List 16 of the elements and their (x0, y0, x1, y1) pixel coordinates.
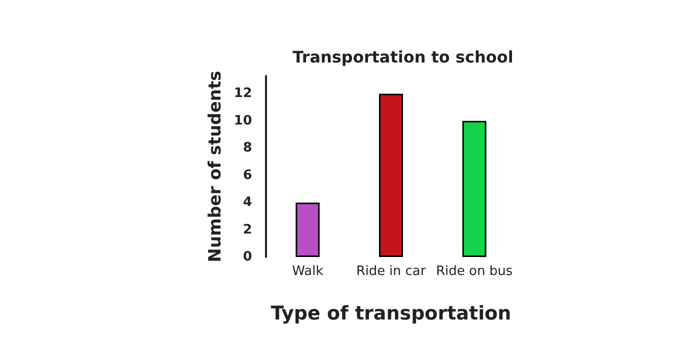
chart-title: Transportation to school (292, 48, 514, 66)
y-tick-label: 8 (242, 140, 252, 156)
y-tick-label: 4 (242, 195, 252, 210)
x-axis-title: Type of transportation (270, 302, 512, 324)
bar (462, 120, 486, 257)
y-tick-label: 0 (242, 250, 252, 264)
y-tick-label: 2 (242, 222, 252, 238)
x-tick-label: Walk (292, 264, 324, 279)
y-tick-label: 10 (234, 113, 252, 128)
y-tick-label: 12 (234, 86, 252, 102)
x-tick-label: Ride in car (356, 264, 426, 279)
bar (379, 94, 403, 257)
y-tick-label: 6 (242, 168, 252, 183)
bar (296, 202, 320, 257)
x-tick-label: Ride on bus (436, 264, 513, 279)
y-axis-title: Number of students (206, 70, 226, 262)
